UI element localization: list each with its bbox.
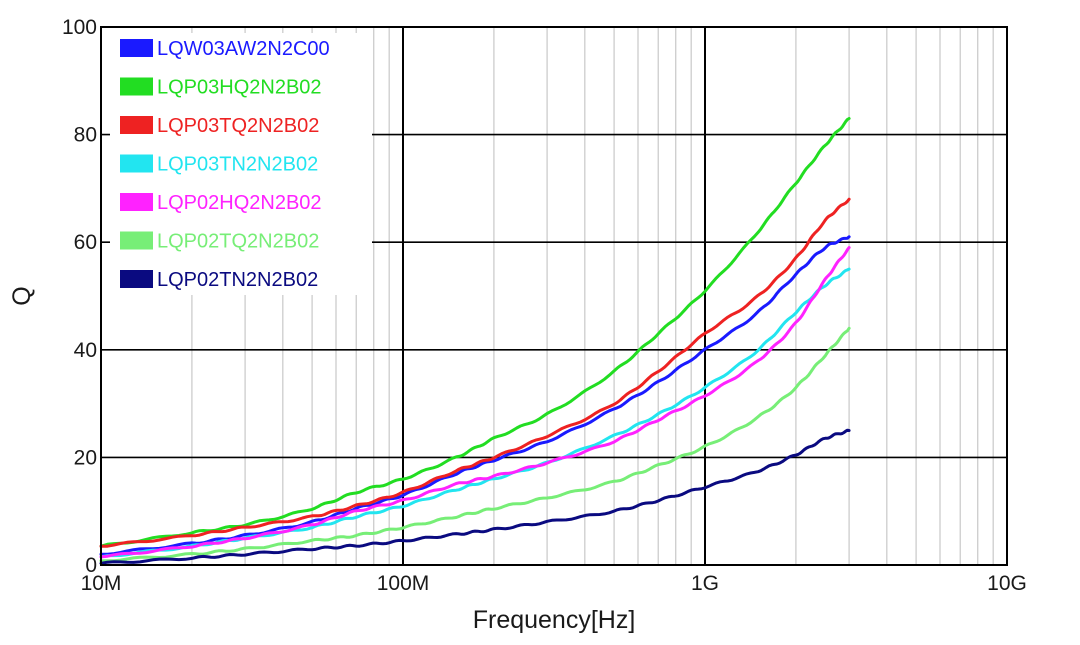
series-line bbox=[99, 235, 851, 556]
x-tick-label: 10G bbox=[987, 572, 1027, 595]
y-axis-title: Q bbox=[8, 286, 36, 305]
y-tick-label: 40 bbox=[74, 339, 97, 362]
x-tick-label: 10M bbox=[81, 572, 122, 595]
y-tick-label: 20 bbox=[74, 446, 97, 469]
legend-swatch bbox=[120, 154, 153, 173]
series-line bbox=[99, 117, 851, 548]
y-tick-label: 60 bbox=[74, 231, 97, 254]
y-axis-ticks: 0 20 40 60 80 100 bbox=[62, 16, 97, 577]
series-line bbox=[99, 326, 851, 563]
legend-label: LQP02HQ2N2B02 bbox=[157, 192, 322, 214]
legend-swatch bbox=[120, 231, 153, 250]
legend-swatch bbox=[120, 193, 153, 211]
legend: LQW03AW2N2C00 LQP03HQ2N2B02 LQP03TQ2N2B02 L… bbox=[110, 33, 372, 295]
legend-label: LQP03TN2N2B02 bbox=[157, 154, 318, 176]
y-tick-label: 0 bbox=[85, 554, 97, 577]
x-tick-label: 100M bbox=[377, 572, 430, 595]
x-tick-label: 1G bbox=[691, 572, 719, 595]
legend-swatch bbox=[120, 270, 153, 288]
legend-label: LQP02TQ2N2B02 bbox=[157, 231, 319, 253]
legend-swatch bbox=[120, 39, 153, 57]
x-axis-ticks: 10M 100M 1G 10G bbox=[81, 572, 1027, 595]
legend-label: LQP03HQ2N2B02 bbox=[157, 77, 322, 99]
series-lines bbox=[99, 117, 851, 565]
x-axis-title: Frequency[Hz] bbox=[473, 606, 636, 634]
y-tick-label: 80 bbox=[74, 124, 97, 147]
series-line bbox=[99, 197, 851, 548]
series-line bbox=[99, 246, 851, 559]
y-tick-label: 100 bbox=[62, 16, 97, 39]
legend-background bbox=[110, 33, 372, 295]
plot-frame bbox=[100, 26, 1008, 566]
legend-swatch bbox=[120, 77, 153, 96]
legend-swatch bbox=[120, 116, 153, 134]
series-line bbox=[99, 428, 851, 565]
legend-label: LQP03TQ2N2B02 bbox=[157, 115, 319, 137]
legend-label: LQW03AW2N2C00 bbox=[157, 38, 330, 60]
legend-label: LQP02TN2N2B02 bbox=[157, 269, 318, 291]
